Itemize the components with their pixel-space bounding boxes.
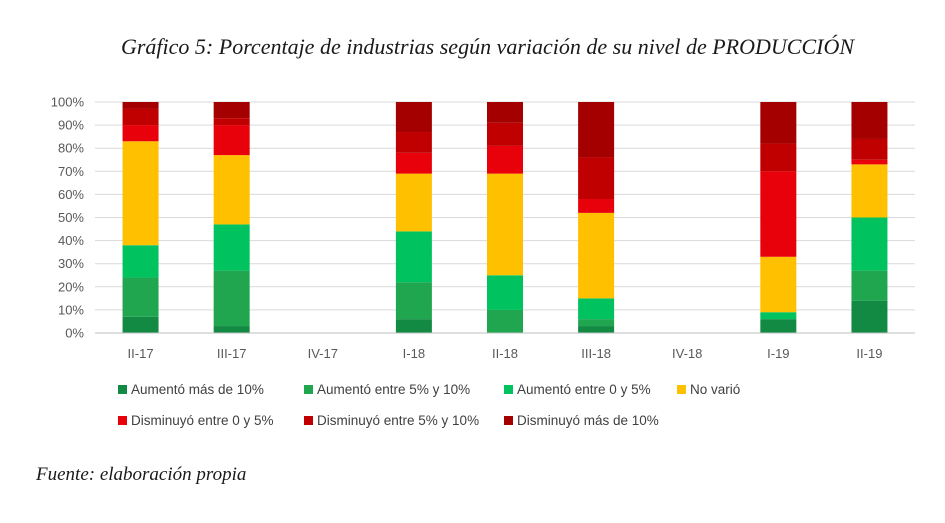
bar-segment: [578, 199, 615, 213]
bars: [122, 102, 888, 333]
legend-swatch: [304, 416, 313, 425]
x-tick-label: II-18: [492, 346, 518, 361]
bar-segment: [213, 270, 250, 327]
bar-segment: [578, 212, 615, 299]
y-tick-label: 90%: [58, 118, 84, 133]
y-axis-ticks: 0% 10% 20% 30% 40% 50% 60% 70% 80% 90% 100%: [51, 95, 85, 341]
bar-segment: [122, 316, 159, 333]
legend-swatch: [118, 385, 127, 394]
bar-segment: [851, 300, 888, 333]
source-note: Fuente: elaboración propia: [36, 464, 247, 485]
bar-segment: [760, 143, 797, 172]
legend-item: No varió: [677, 382, 740, 397]
bar-segment: [213, 118, 250, 126]
y-tick-label: 30%: [58, 256, 84, 271]
bar-segment: [487, 275, 523, 310]
bar-segment: [487, 145, 523, 174]
bar-segment: [487, 309, 523, 333]
bar-segment: [760, 319, 797, 333]
legend-label: Aumentó entre 0 y 5%: [517, 382, 651, 397]
x-tick-label: IV-18: [672, 346, 702, 361]
bar-segment: [395, 152, 432, 174]
bar-segment: [122, 125, 159, 142]
x-tick-label: I-18: [403, 346, 425, 361]
bar-segment: [487, 122, 523, 146]
bar-segment: [851, 217, 888, 271]
bar-segment: [122, 277, 159, 317]
legend-swatch: [677, 385, 686, 394]
legend-item: Aumentó entre 5% y 10%: [304, 382, 470, 397]
bar-segment: [395, 231, 432, 283]
x-tick-label: II-19: [856, 346, 882, 361]
bar-segment: [213, 155, 250, 225]
x-tick-label: IV-17: [308, 346, 338, 361]
y-tick-label: 60%: [58, 187, 84, 202]
bar-segment: [851, 164, 888, 218]
y-tick-label: 70%: [58, 164, 84, 179]
legend-label: Disminuyó entre 0 y 5%: [131, 413, 274, 428]
y-tick-label: 20%: [58, 279, 84, 294]
legend-label: Disminuyó entre 5% y 10%: [317, 413, 480, 428]
x-tick-label: III-18: [581, 346, 611, 361]
bar-segment: [213, 125, 250, 156]
bar-segment: [395, 102, 432, 133]
legend-item: Disminuyó más de 10%: [504, 413, 659, 428]
bar-segment: [760, 312, 797, 320]
legend-label: Aumentó entre 5% y 10%: [317, 382, 471, 397]
legend-swatch: [504, 385, 513, 394]
bar-segment: [122, 108, 159, 126]
y-tick-label: 50%: [58, 210, 84, 225]
bar-segment: [760, 171, 797, 257]
chart-title: Gráfico 5: Porcentaje de industrias segú…: [120, 34, 854, 59]
bar-segment: [487, 173, 523, 276]
y-tick-label: 100%: [51, 95, 85, 110]
legend-label: Aumentó más de 10%: [131, 382, 264, 397]
bar-segment: [213, 224, 250, 271]
bar-segment: [578, 157, 615, 200]
bar-segment: [122, 141, 159, 246]
bar-segment: [395, 173, 432, 232]
legend-label: Disminuyó más de 10%: [517, 413, 659, 428]
legend-item: Aumentó más de 10%: [118, 382, 264, 397]
y-tick-label: 80%: [58, 141, 84, 156]
bar-segment: [851, 102, 888, 139]
bar-segment: [122, 102, 159, 109]
bar-segment: [578, 102, 615, 158]
bar-segment: [578, 319, 615, 327]
bar-segment: [578, 326, 615, 333]
bar-segment: [395, 319, 432, 333]
legend-item: Disminuyó entre 5% y 10%: [304, 413, 479, 428]
bar-segment: [760, 102, 797, 144]
y-tick-label: 0%: [65, 326, 84, 341]
bar-segment: [395, 282, 432, 320]
legend-swatch: [504, 416, 513, 425]
bar-segment: [760, 256, 797, 313]
legend-swatch: [118, 416, 127, 425]
bar-segment: [213, 102, 250, 119]
bar-segment: [395, 132, 432, 153]
legend-swatch: [304, 385, 313, 394]
bar-segment: [213, 326, 250, 333]
bar-segment: [122, 245, 159, 278]
y-tick-label: 40%: [58, 233, 84, 248]
bar-segment: [487, 102, 523, 123]
x-axis-ticks: II-17 III-17 IV-17 I-18 II-18 III-18 IV-18 I-19…: [128, 346, 883, 361]
legend-label: No varió: [690, 382, 741, 397]
bar-segment: [851, 159, 888, 165]
bar-segment: [851, 270, 888, 301]
legend-item: Aumentó entre 0 y 5%: [504, 382, 651, 397]
bar-segment: [851, 138, 888, 160]
x-tick-label: II-17: [128, 346, 154, 361]
bar-segment: [578, 298, 615, 320]
x-tick-label: III-17: [217, 346, 247, 361]
legend-item: Disminuyó entre 0 y 5%: [118, 413, 274, 428]
y-tick-label: 10%: [58, 302, 84, 317]
x-tick-label: I-19: [767, 346, 789, 361]
